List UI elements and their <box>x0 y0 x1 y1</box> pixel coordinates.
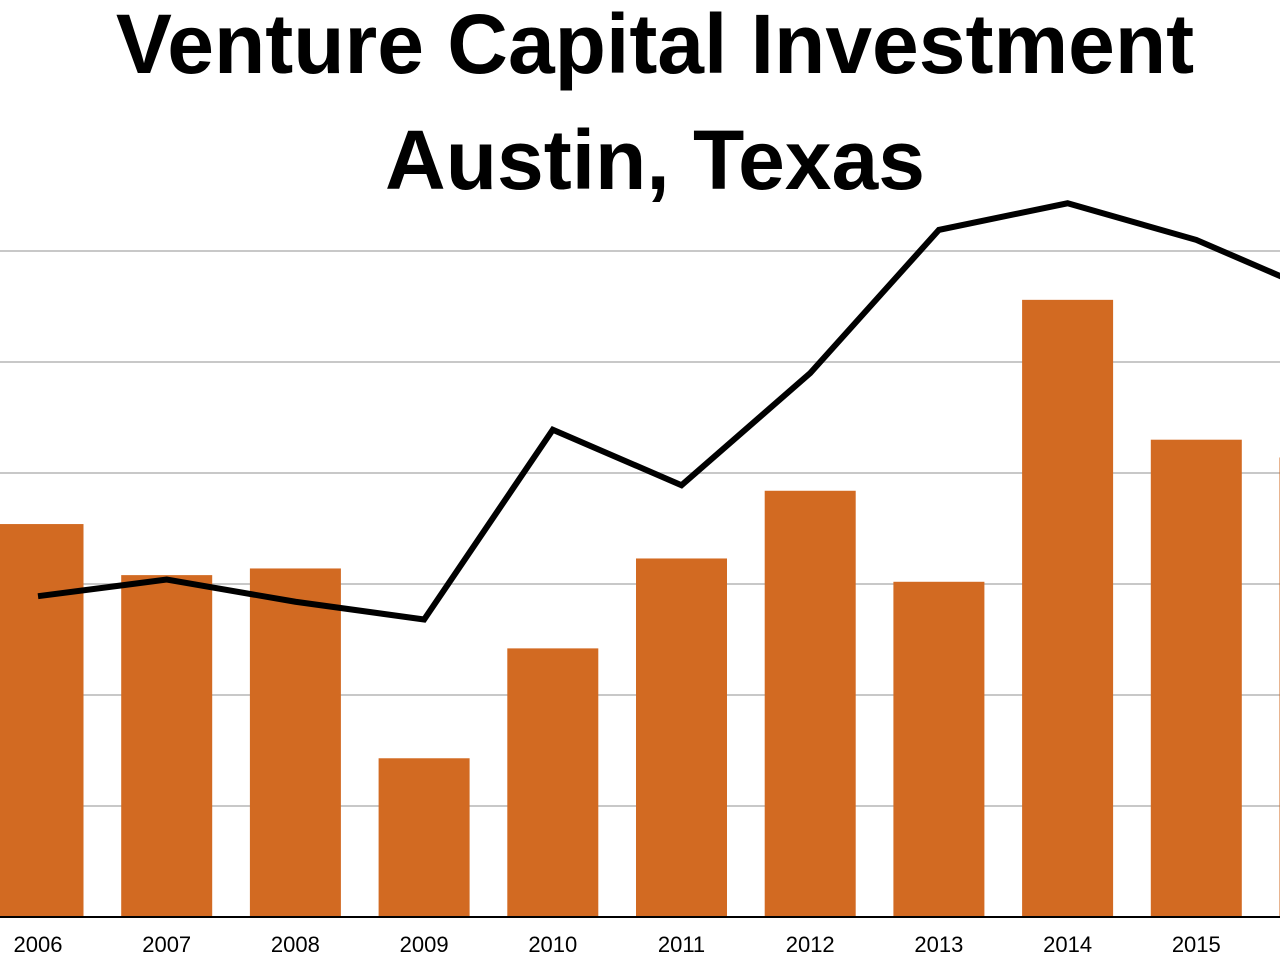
bar <box>764 490 856 917</box>
bar <box>893 581 985 917</box>
chart-title: Venture Capital Investment <box>115 0 1195 91</box>
line-series <box>37 200 1280 623</box>
bar <box>0 524 84 917</box>
bar <box>1150 439 1242 917</box>
x-tick-label: 2015 <box>1172 932 1221 957</box>
x-tick-label: 2006 <box>14 932 63 957</box>
bar <box>249 568 341 917</box>
bar <box>1022 299 1114 918</box>
bar <box>378 758 470 917</box>
bar <box>636 558 727 917</box>
x-tick-label: 2013 <box>914 932 963 957</box>
x-tick-label: 2011 <box>658 932 705 957</box>
x-tick-label: 2009 <box>400 932 449 957</box>
bar <box>507 648 599 917</box>
bar <box>121 575 213 917</box>
x-tick-label: 2007 <box>142 932 191 957</box>
x-tick-label: 2012 <box>786 932 835 957</box>
x-tick-label: 2010 <box>528 932 577 957</box>
chart-subtitle: Austin, Texas <box>385 113 925 207</box>
x-tick-label: 2008 <box>271 932 320 957</box>
x-tick-label: 2014 <box>1043 932 1092 957</box>
